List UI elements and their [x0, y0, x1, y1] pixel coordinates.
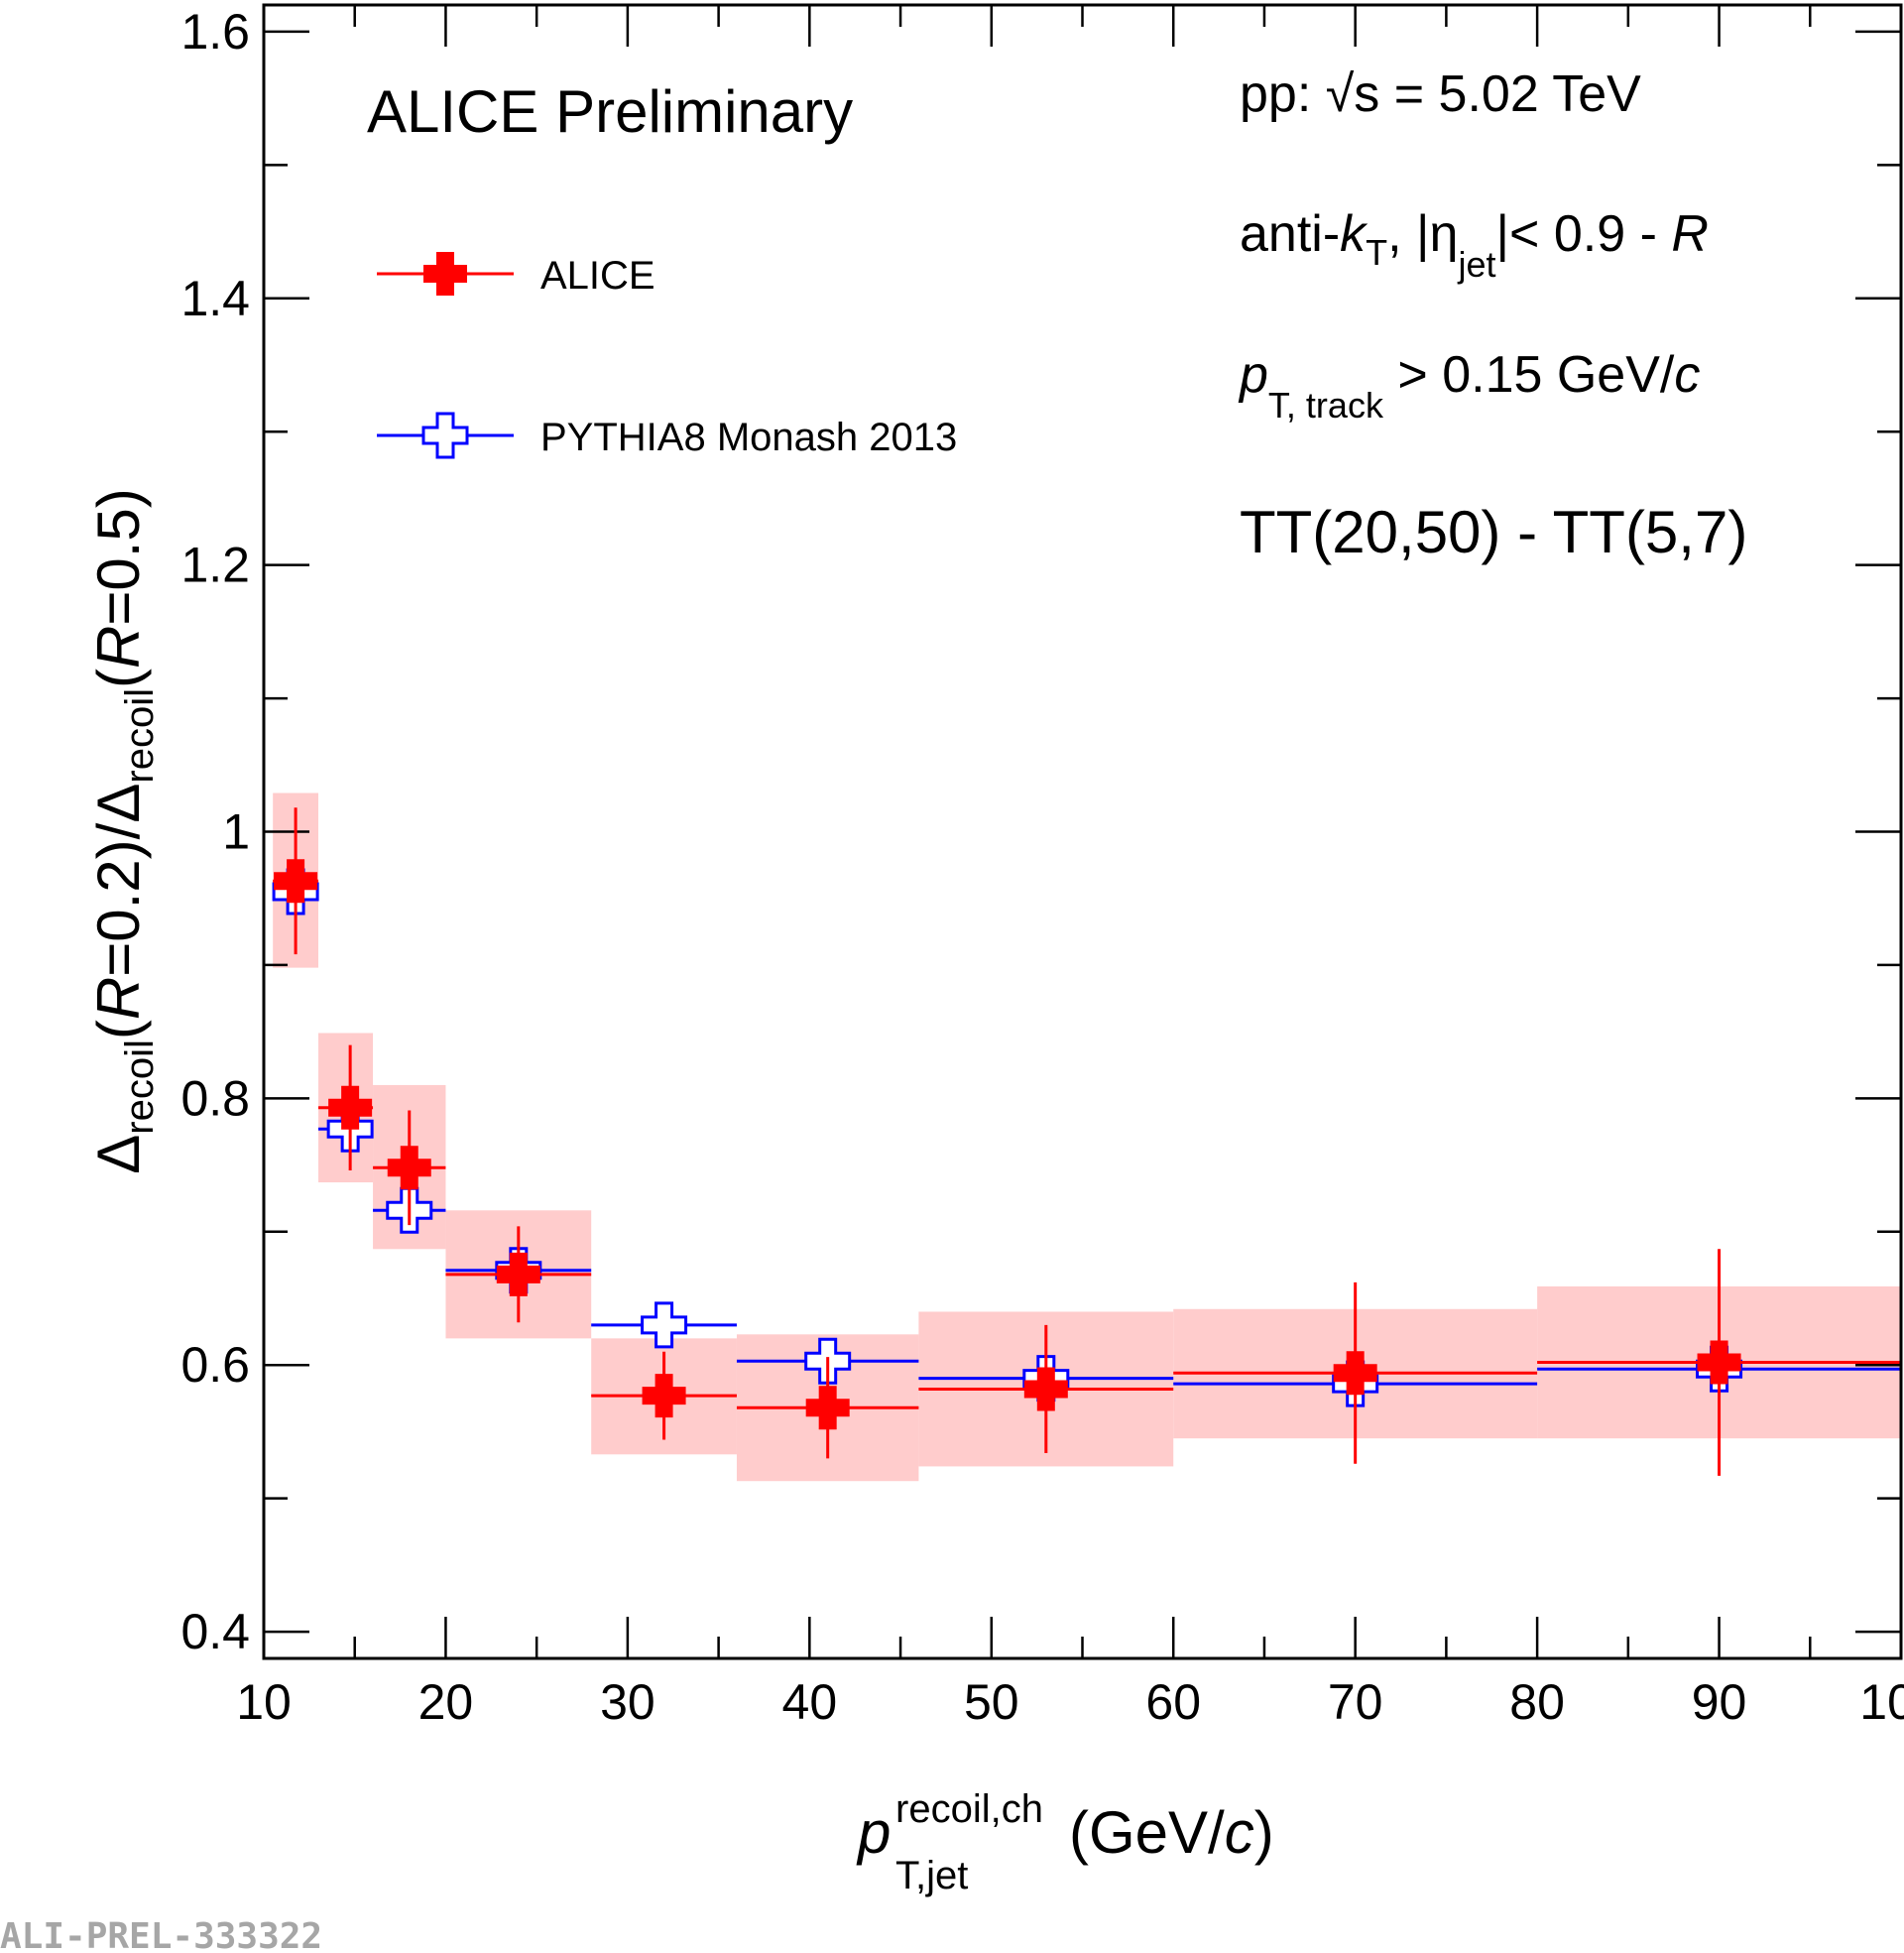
- y-tick-label: 0.4: [180, 1604, 250, 1659]
- plot-frame: [262, 3, 1903, 1660]
- y-tick-label: 1: [222, 804, 250, 860]
- alice-marker: [274, 859, 318, 904]
- x-tick-label: 20: [418, 1674, 474, 1730]
- ann-p: p: [1238, 346, 1268, 404]
- legend-alice-marker: [377, 252, 514, 296]
- alice-marker: [496, 1252, 540, 1296]
- svg-text:(GeV/c): (GeV/c): [1069, 1799, 1274, 1866]
- ann-eta-cut: |< 0.9 -: [1496, 205, 1672, 263]
- chart-title: ALICE Preliminary: [367, 78, 853, 145]
- ann-k: k: [1340, 205, 1368, 263]
- ylabel-R-2: R: [85, 626, 152, 669]
- x-tick-label: 10: [236, 1674, 292, 1730]
- legend-pythia-marker: [377, 412, 514, 459]
- alice-marker: [805, 1386, 850, 1430]
- svg-text:anti-kT, |ηjet|< 0.9 - R: anti-kT, |ηjet|< 0.9 - R: [1240, 205, 1709, 285]
- ann-anti: anti-: [1240, 205, 1340, 263]
- x-tick-label: 60: [1145, 1674, 1201, 1730]
- y-tick-label: 0.6: [180, 1337, 250, 1393]
- ylabel-open-2: (: [85, 669, 152, 688]
- ylabel-value-1: =0.2)/: [85, 822, 152, 976]
- svg-text:pp: √s = 5.02 TeV: pp: √s = 5.02 TeV: [1240, 65, 1641, 123]
- y-tick-labels: 0.4 0.6 0.8 1 1.2 1.4 1.6: [180, 4, 250, 1659]
- x-tick-label: 90: [1692, 1674, 1747, 1730]
- ylabel-R-1: R: [85, 977, 152, 1020]
- x-tick-label: 50: [964, 1674, 1019, 1730]
- ann-eta-sub: jet: [1457, 244, 1495, 285]
- alice-marker: [1023, 1367, 1068, 1411]
- alice-marker: [328, 1085, 373, 1130]
- legend: ALICE PYTHIA8 Monash 2013: [377, 252, 957, 459]
- ann-p-sub: T, track: [1268, 385, 1384, 426]
- ann-R: R: [1671, 205, 1709, 263]
- ylabel-recoil-2: recoil: [118, 688, 162, 784]
- y-axis-title: Δrecoil(R=0.2)/Δrecoil(R=0.5): [85, 488, 162, 1174]
- y-tick-label: 1.4: [180, 271, 250, 326]
- xlabel-sup: recoil,ch: [895, 1787, 1043, 1831]
- ylabel-recoil-1: recoil: [118, 1039, 162, 1135]
- ann-c: c: [1674, 346, 1700, 404]
- ann-k-sub: T: [1366, 232, 1387, 273]
- svg-text:pT, track > 0.15 GeV/c: pT, track > 0.15 GeV/c: [1238, 346, 1700, 426]
- xlabel-unit-open: (GeV/: [1069, 1799, 1225, 1866]
- svg-text:Δrecoil(R=0.2)/Δrecoil(R=0.5): Δrecoil(R=0.2)/Δrecoil(R=0.5): [85, 488, 162, 1174]
- alice-marker: [387, 1146, 431, 1190]
- ann-pp: pp:: [1240, 65, 1326, 123]
- y-tick-label: 1.2: [180, 538, 250, 593]
- watermark: ALI-PREL-333322: [0, 1916, 322, 1953]
- ylabel-delta-1: Δ: [85, 1135, 152, 1174]
- y-tick-label: 1.6: [180, 4, 250, 60]
- alice-marker: [1333, 1351, 1377, 1396]
- legend-alice-cross: [423, 252, 467, 296]
- legend-alice-label: ALICE: [540, 254, 655, 298]
- y-tick-label: 0.8: [180, 1070, 250, 1126]
- annotation-track-cut: pT, track > 0.15 GeV/c: [1238, 346, 1700, 426]
- annotation-collision: pp: √s = 5.02 TeV: [1240, 65, 1641, 123]
- xlabel-p: p: [856, 1799, 891, 1866]
- x-tick-label: 70: [1328, 1674, 1383, 1730]
- legend-pythia-cross: [421, 412, 469, 459]
- x-tick-label: 30: [600, 1674, 655, 1730]
- ann-pt-cut: > 0.15 GeV/: [1383, 346, 1675, 404]
- annotation-jet-definition: anti-kT, |ηjet|< 0.9 - R: [1240, 205, 1709, 285]
- annotation-trigger: TT(20,50) - TT(5,7): [1240, 499, 1747, 565]
- xlabel-sub: T,jet: [895, 1854, 968, 1897]
- xlabel-unit-close: ): [1254, 1799, 1274, 1866]
- xlabel-unit-c: c: [1225, 1799, 1254, 1866]
- pythia-marker: [641, 1301, 688, 1349]
- x-tick-label: 100: [1859, 1674, 1904, 1730]
- ylabel-delta-2: Δ: [85, 784, 152, 823]
- x-tick-label: 40: [782, 1674, 838, 1730]
- x-tick-label: 80: [1509, 1674, 1565, 1730]
- ylabel-value-2: =0.5): [85, 488, 152, 625]
- ylabel-open-1: (: [85, 1020, 152, 1039]
- legend-pythia-label: PYTHIA8 Monash 2013: [540, 416, 957, 459]
- ann-eta: , |η: [1387, 205, 1458, 263]
- ann-energy: = 5.02 TeV: [1379, 65, 1641, 123]
- ann-sqrt-s: √s: [1326, 65, 1380, 123]
- alice-series: [273, 807, 1901, 1476]
- alice-marker: [1697, 1340, 1741, 1385]
- alice-marker: [642, 1374, 686, 1418]
- x-tick-labels: 10 20 30 40 50 60 70 80 90 100: [236, 1674, 1904, 1730]
- x-axis-title: p recoil,ch T,jet (GeV/c): [856, 1787, 1274, 1897]
